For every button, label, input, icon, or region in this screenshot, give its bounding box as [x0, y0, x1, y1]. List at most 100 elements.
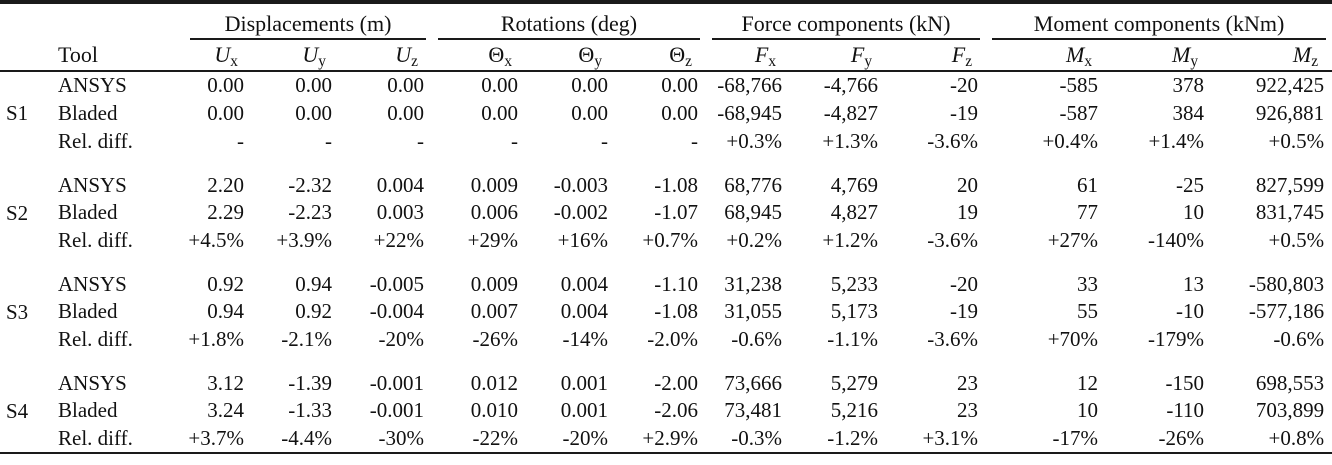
value-cell: 0.012	[470, 371, 519, 395]
value-cell: -2.23	[288, 199, 332, 224]
value-cell: -587	[1059, 100, 1099, 125]
section-label: S1	[6, 101, 29, 125]
value-cell: 0.00	[295, 73, 332, 97]
table-bottom-rule	[0, 452, 1332, 454]
table-row: Bladed 3.24 -1.33 -0.001 0.010 0.001 -2.06 73,4…	[0, 396, 1332, 424]
value-cell: -0.003	[553, 173, 609, 197]
value-cell: 20	[957, 173, 979, 197]
value-cell: 33	[1077, 272, 1099, 296]
value-cell: +2.9%	[642, 425, 699, 450]
value-cell: -0.6%	[1273, 326, 1325, 351]
value-cell: 0.00	[295, 100, 332, 125]
value-cell: 68,776	[724, 173, 783, 197]
group-header-forces: Force components (kN)	[706, 4, 986, 40]
value-cell: -2.1%	[281, 326, 332, 351]
tool-cell: ANSYS	[58, 371, 127, 395]
group-header-rotations: Rotations (deg)	[432, 4, 706, 40]
value-cell: -17%	[1052, 425, 1099, 450]
tool-cell: Bladed	[58, 199, 118, 224]
value-cell: -14%	[562, 326, 609, 351]
value-cell: -22%	[472, 425, 519, 450]
value-cell: -2.00	[654, 371, 699, 395]
value-cell: 0.009	[470, 173, 519, 197]
value-cell: -3.6%	[927, 128, 979, 153]
col-header-My: My	[1106, 40, 1213, 72]
value-cell: -4,827	[823, 100, 879, 125]
tool-cell: ANSYS	[58, 173, 127, 197]
value-cell: 77	[1077, 199, 1099, 224]
value-cell: -150	[1165, 371, 1205, 395]
value-cell: 5,233	[830, 272, 879, 296]
column-header-tool: Tool	[54, 40, 184, 72]
value-cell: -30%	[378, 425, 425, 450]
value-cell: 0.00	[661, 100, 699, 125]
value-cell: +1.3%	[822, 128, 879, 153]
value-cell: -0.3%	[731, 425, 783, 450]
col-header-Fy: Fy	[790, 40, 887, 72]
table-row: Bladed 2.29 -2.23 0.003 0.006 -0.002 -1.07 68,9…	[0, 198, 1332, 226]
col-header-Uz: Uz	[340, 40, 433, 72]
tool-cell: Bladed	[58, 298, 118, 323]
col-subscript: x	[230, 53, 238, 71]
col-header-Θy: Θy	[526, 40, 617, 72]
value-cell: +3.9%	[276, 227, 332, 252]
value-cell: 5,279	[830, 371, 879, 395]
col-subscript: y	[594, 53, 603, 71]
table-row: Rel. diff. +3.7% -4.4% -30% -22% -20% +2.9% -0.…	[0, 424, 1332, 452]
value-cell: 0.94	[295, 272, 332, 296]
value-cell: +16%	[557, 227, 609, 252]
value-cell: 0.00	[571, 73, 609, 97]
value-cell: +70%	[1047, 326, 1099, 351]
value-cell: -0.001	[369, 371, 425, 395]
value-cell: 0.003	[376, 199, 425, 224]
col-header-Mx: Mx	[986, 40, 1107, 72]
col-subscript: x	[1084, 53, 1093, 71]
value-cell: 4,769	[830, 173, 879, 197]
col-symbol: F	[754, 42, 769, 67]
col-subscript: z	[685, 53, 693, 71]
value-cell: 73,481	[724, 397, 783, 422]
group-header-row: Displacements (m) Rotations (deg) Force …	[0, 4, 1332, 40]
value-cell: +29%	[467, 227, 519, 252]
col-subscript: x	[504, 53, 513, 71]
group-header-spacer	[0, 4, 184, 40]
value-cell: -68,766	[717, 73, 783, 97]
tool-cell: Bladed	[58, 397, 118, 422]
value-cell: 55	[1077, 298, 1099, 323]
group-header-displacements: Displacements (m)	[184, 4, 432, 40]
value-cell: 68,945	[724, 199, 783, 224]
section-label: S2	[6, 201, 29, 225]
value-cell: +0.8%	[1268, 425, 1325, 450]
col-subscript: z	[1311, 53, 1319, 71]
value-cell: -1.33	[288, 397, 332, 422]
value-cell: -1.10	[654, 272, 699, 296]
value-cell: -	[325, 128, 332, 153]
col-header-Fz: Fz	[886, 40, 987, 72]
value-cell: 0.00	[661, 73, 699, 97]
value-cell: +0.5%	[1268, 128, 1325, 153]
value-cell: 922,425	[1255, 73, 1325, 97]
tool-cell: ANSYS	[58, 272, 127, 296]
tool-cell: Rel. diff.	[58, 326, 133, 351]
section-S1: S1 ANSYS 0.00 0.00 0.00 0.00 0.00 0.00 -68,766 -4…	[0, 71, 1332, 155]
table-row: S1 ANSYS 0.00 0.00 0.00 0.00 0.00 0.00 -68,766 -4…	[0, 71, 1332, 125]
comparison-table: Displacements (m) Rotations (deg) Force …	[0, 4, 1332, 452]
value-cell: +0.5%	[1268, 227, 1325, 252]
value-cell: 5,173	[830, 298, 879, 323]
value-cell: -10	[1176, 298, 1205, 323]
value-cell: +4.5%	[188, 227, 244, 252]
value-cell: -0.001	[369, 397, 425, 422]
value-cell: -26%	[472, 326, 519, 351]
col-symbol: Θ	[488, 42, 505, 67]
value-cell: -68,945	[717, 100, 783, 125]
value-cell: 0.004	[560, 272, 609, 296]
value-cell: -577,186	[1248, 298, 1325, 323]
tool-cell: Rel. diff.	[58, 425, 133, 450]
column-header-row: Tool Ux Uy Uz Θx Θy Θz Fx Fy Fz Mx My Mz	[0, 40, 1332, 72]
tool-cell: Bladed	[58, 100, 118, 125]
col-symbol: M	[1292, 42, 1312, 67]
value-cell: -1.1%	[827, 326, 879, 351]
col-subscript: z	[965, 53, 973, 71]
value-cell: 31,055	[724, 298, 783, 323]
table-row: S3 ANSYS 0.92 0.94 -0.005 0.009 0.004 -1.10 31,2…	[0, 254, 1332, 324]
